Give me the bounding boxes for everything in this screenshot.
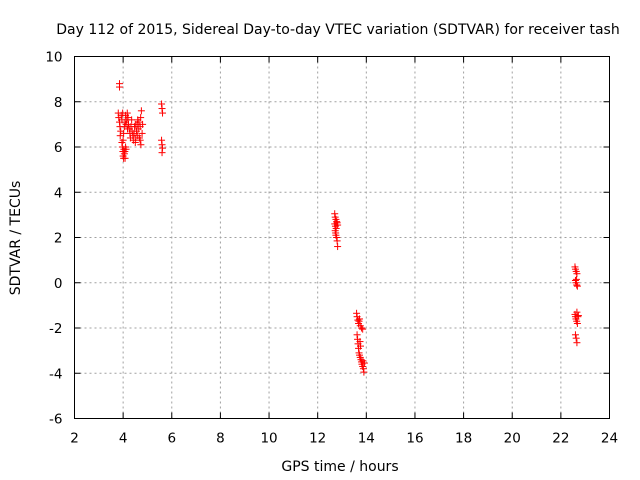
x-tick-label: 18 [455,431,472,447]
data-point [334,243,342,251]
data-point [138,129,146,137]
x-tick-label: 12 [309,431,326,447]
grid-lines [74,56,610,419]
data-point [131,120,139,128]
data-point [137,107,145,115]
x-tick-label: 4 [119,431,128,447]
data-point [573,339,581,347]
y-tick-label: -2 [49,321,62,337]
data-point [357,324,365,332]
x-tick-label: 10 [260,431,277,447]
y-tick-label: 0 [54,276,63,292]
y-tick-label: -4 [49,366,62,382]
x-tick-label: 24 [601,431,618,447]
x-tick-label: 16 [406,431,423,447]
chart-title: Day 112 of 2015, Sidereal Day-to-day VTE… [56,22,619,38]
data-point [572,334,580,342]
data-point [572,275,580,283]
data-point [159,109,167,117]
plot-frame [74,56,610,419]
data-point [574,312,582,320]
data-point [134,116,142,124]
y-tick-label: 2 [54,231,63,247]
data-point [119,136,127,144]
data-point [121,154,129,162]
data-point [360,359,368,367]
data-point [124,114,132,122]
data-point [122,145,130,153]
data-point [573,308,581,316]
x-tick-label: 6 [167,431,176,447]
x-tick-label: 2 [70,431,79,447]
data-point [359,325,367,333]
y-tick-label: -6 [49,412,62,428]
x-tick-label: 14 [358,431,375,447]
x-axis-label: GPS time / hours [281,459,398,475]
y-tick-label: 4 [54,185,63,201]
data-point [356,315,364,323]
data-point [123,109,131,117]
data-point [115,83,123,91]
x-tick-label: 22 [552,431,569,447]
data-points [114,80,582,376]
data-point [139,120,147,128]
y-tick-labels: -6 -4 -2 0 2 4 6 8 10 [45,50,62,428]
y-tick-label: 8 [54,95,63,111]
y-axis-label: SDTVAR / TECUs [8,181,24,296]
data-point [158,149,166,157]
data-point [334,221,342,229]
data-point [128,116,136,124]
data-point [573,319,581,327]
x-tick-label: 20 [504,431,521,447]
y-tick-label: 6 [54,140,63,156]
data-point [137,141,145,149]
data-point [360,368,368,376]
data-point [120,129,128,137]
data-point [354,316,362,324]
y-tick-label: 10 [45,50,62,66]
data-point [332,229,340,237]
data-point [356,338,364,346]
data-point [573,282,581,290]
x-tick-labels: 2 4 6 8 10 12 14 16 18 20 22 24 [70,431,618,447]
x-tick-label: 8 [216,431,225,447]
data-point [571,331,579,339]
data-point [136,136,144,144]
